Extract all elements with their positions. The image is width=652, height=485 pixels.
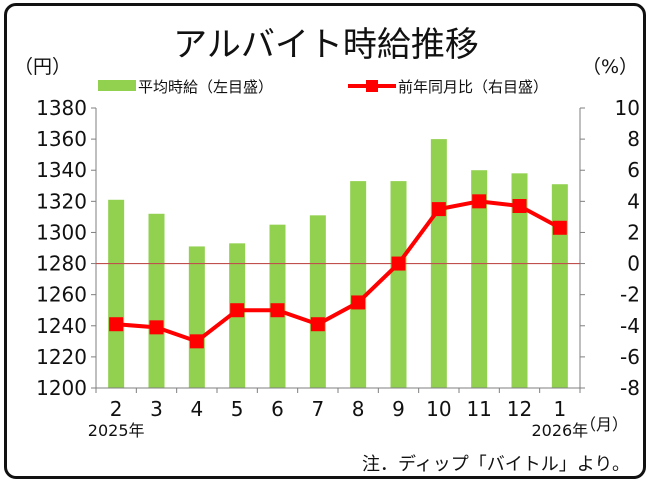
yoy-marker-9: [391, 256, 406, 271]
right-tick-label: 4: [627, 189, 640, 213]
x-tick-label: 12: [507, 397, 532, 421]
x-tick-label: 6: [271, 397, 284, 421]
right-axis-unit: （%）: [582, 56, 638, 78]
bar-9: [390, 181, 407, 388]
x-tick-label: 1: [553, 397, 566, 421]
legend-swatch-marker: [366, 80, 378, 92]
legend-label-bar: 平均時給（左目盛）: [138, 78, 273, 96]
left-tick-label: 1200: [36, 376, 87, 400]
year-label: 2026年: [531, 421, 588, 440]
left-tick-label: 1240: [36, 314, 87, 338]
right-tick-label: 2: [627, 220, 640, 244]
yoy-marker-3: [149, 320, 164, 335]
source-note: 注．ディップ「バイトル」より。: [362, 454, 630, 475]
x-tick-label: 7: [311, 397, 324, 421]
right-tick-label: -6: [620, 345, 640, 369]
yoy-marker-2: [109, 317, 124, 332]
bar-2: [108, 199, 125, 388]
right-tick-label: 8: [627, 127, 640, 151]
left-axis-unit: （円）: [14, 56, 71, 78]
plot-area: 1200122012401260128013001320134013601380…: [36, 96, 640, 440]
yoy-marker-6: [270, 303, 285, 318]
right-tick-label: 0: [627, 252, 640, 276]
chart-title: アルバイト時給推移: [173, 25, 479, 65]
left-tick-label: 1320: [36, 189, 87, 213]
left-tick-label: 1300: [36, 220, 87, 244]
legend: 平均時給（左目盛） 前年同月比（右目盛）: [98, 78, 548, 96]
right-tick-label: -2: [620, 283, 640, 307]
right-tick-label: 6: [627, 158, 640, 182]
x-tick-label: 9: [392, 397, 405, 421]
yoy-marker-7: [310, 317, 325, 332]
bar-1: [551, 184, 568, 388]
bar-4: [188, 246, 205, 388]
left-tick-label: 1360: [36, 127, 87, 151]
bar-7: [309, 215, 326, 388]
x-axis-unit: （月）: [580, 415, 628, 434]
right-tick-label: 10: [615, 96, 640, 120]
yoy-marker-8: [351, 295, 366, 310]
legend-swatch-bar: [98, 80, 136, 91]
x-tick-label: 10: [426, 397, 451, 421]
yoy-marker-4: [189, 334, 204, 349]
yoy-marker-5: [230, 303, 245, 318]
left-tick-label: 1280: [36, 252, 87, 276]
yoy-line: [116, 199, 561, 344]
x-tick-label: 2: [110, 397, 123, 421]
x-tick-label: 4: [190, 397, 203, 421]
year-label: 2025年: [88, 421, 145, 440]
x-tick-label: 8: [352, 397, 365, 421]
x-tick-label: 5: [231, 397, 244, 421]
left-tick-label: 1380: [36, 96, 87, 120]
bar-8: [350, 181, 367, 388]
x-tick-label: 11: [466, 397, 491, 421]
right-tick-label: -4: [620, 314, 640, 338]
legend-label-line: 前年同月比（右目盛）: [398, 78, 548, 96]
yoy-marker-1: [552, 220, 567, 235]
yoy-marker-11: [472, 194, 487, 209]
x-tick-label: 3: [150, 397, 163, 421]
left-tick-label: 1220: [36, 345, 87, 369]
left-tick-label: 1260: [36, 283, 87, 307]
yoy-marker-12: [512, 199, 527, 213]
left-tick-label: 1340: [36, 158, 87, 182]
bar-12: [511, 173, 528, 388]
bar-3: [148, 213, 165, 388]
yoy-marker-10: [431, 202, 446, 217]
bar-11: [471, 170, 488, 388]
right-tick-label: -8: [620, 376, 640, 400]
